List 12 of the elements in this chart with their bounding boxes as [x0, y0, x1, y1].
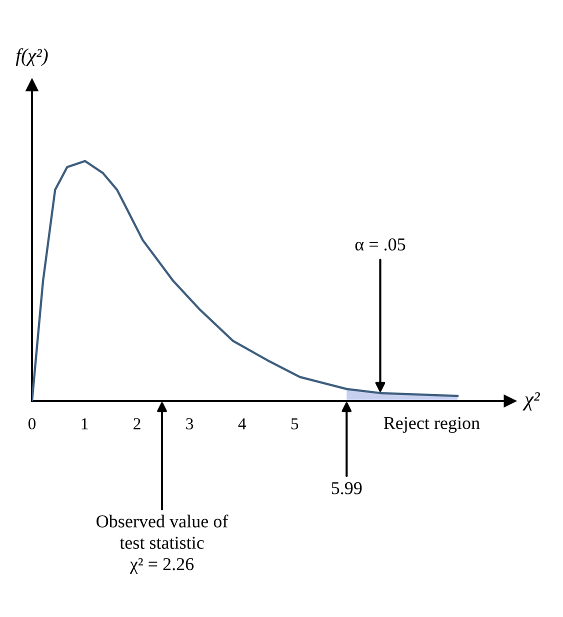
x-tick-label: 2 — [134, 418, 140, 430]
text: Reject region — [384, 417, 480, 433]
text: Observed value of test statistic χ² = 2.26 — [96, 514, 228, 574]
x-tick-label: 0 — [28, 418, 36, 430]
x-axis-title: χ² — [522, 392, 540, 410]
x-tick-label: 3 — [186, 418, 194, 430]
annotation: α = .05 — [355, 238, 406, 251]
annotation: 5.99 — [332, 482, 362, 494]
x-tick-label: 4 — [238, 418, 246, 430]
x-tick-label: 5 — [291, 418, 298, 430]
x-tick-label: 1 — [82, 418, 88, 430]
y-axis-title: f(χ²) — [16, 48, 48, 66]
